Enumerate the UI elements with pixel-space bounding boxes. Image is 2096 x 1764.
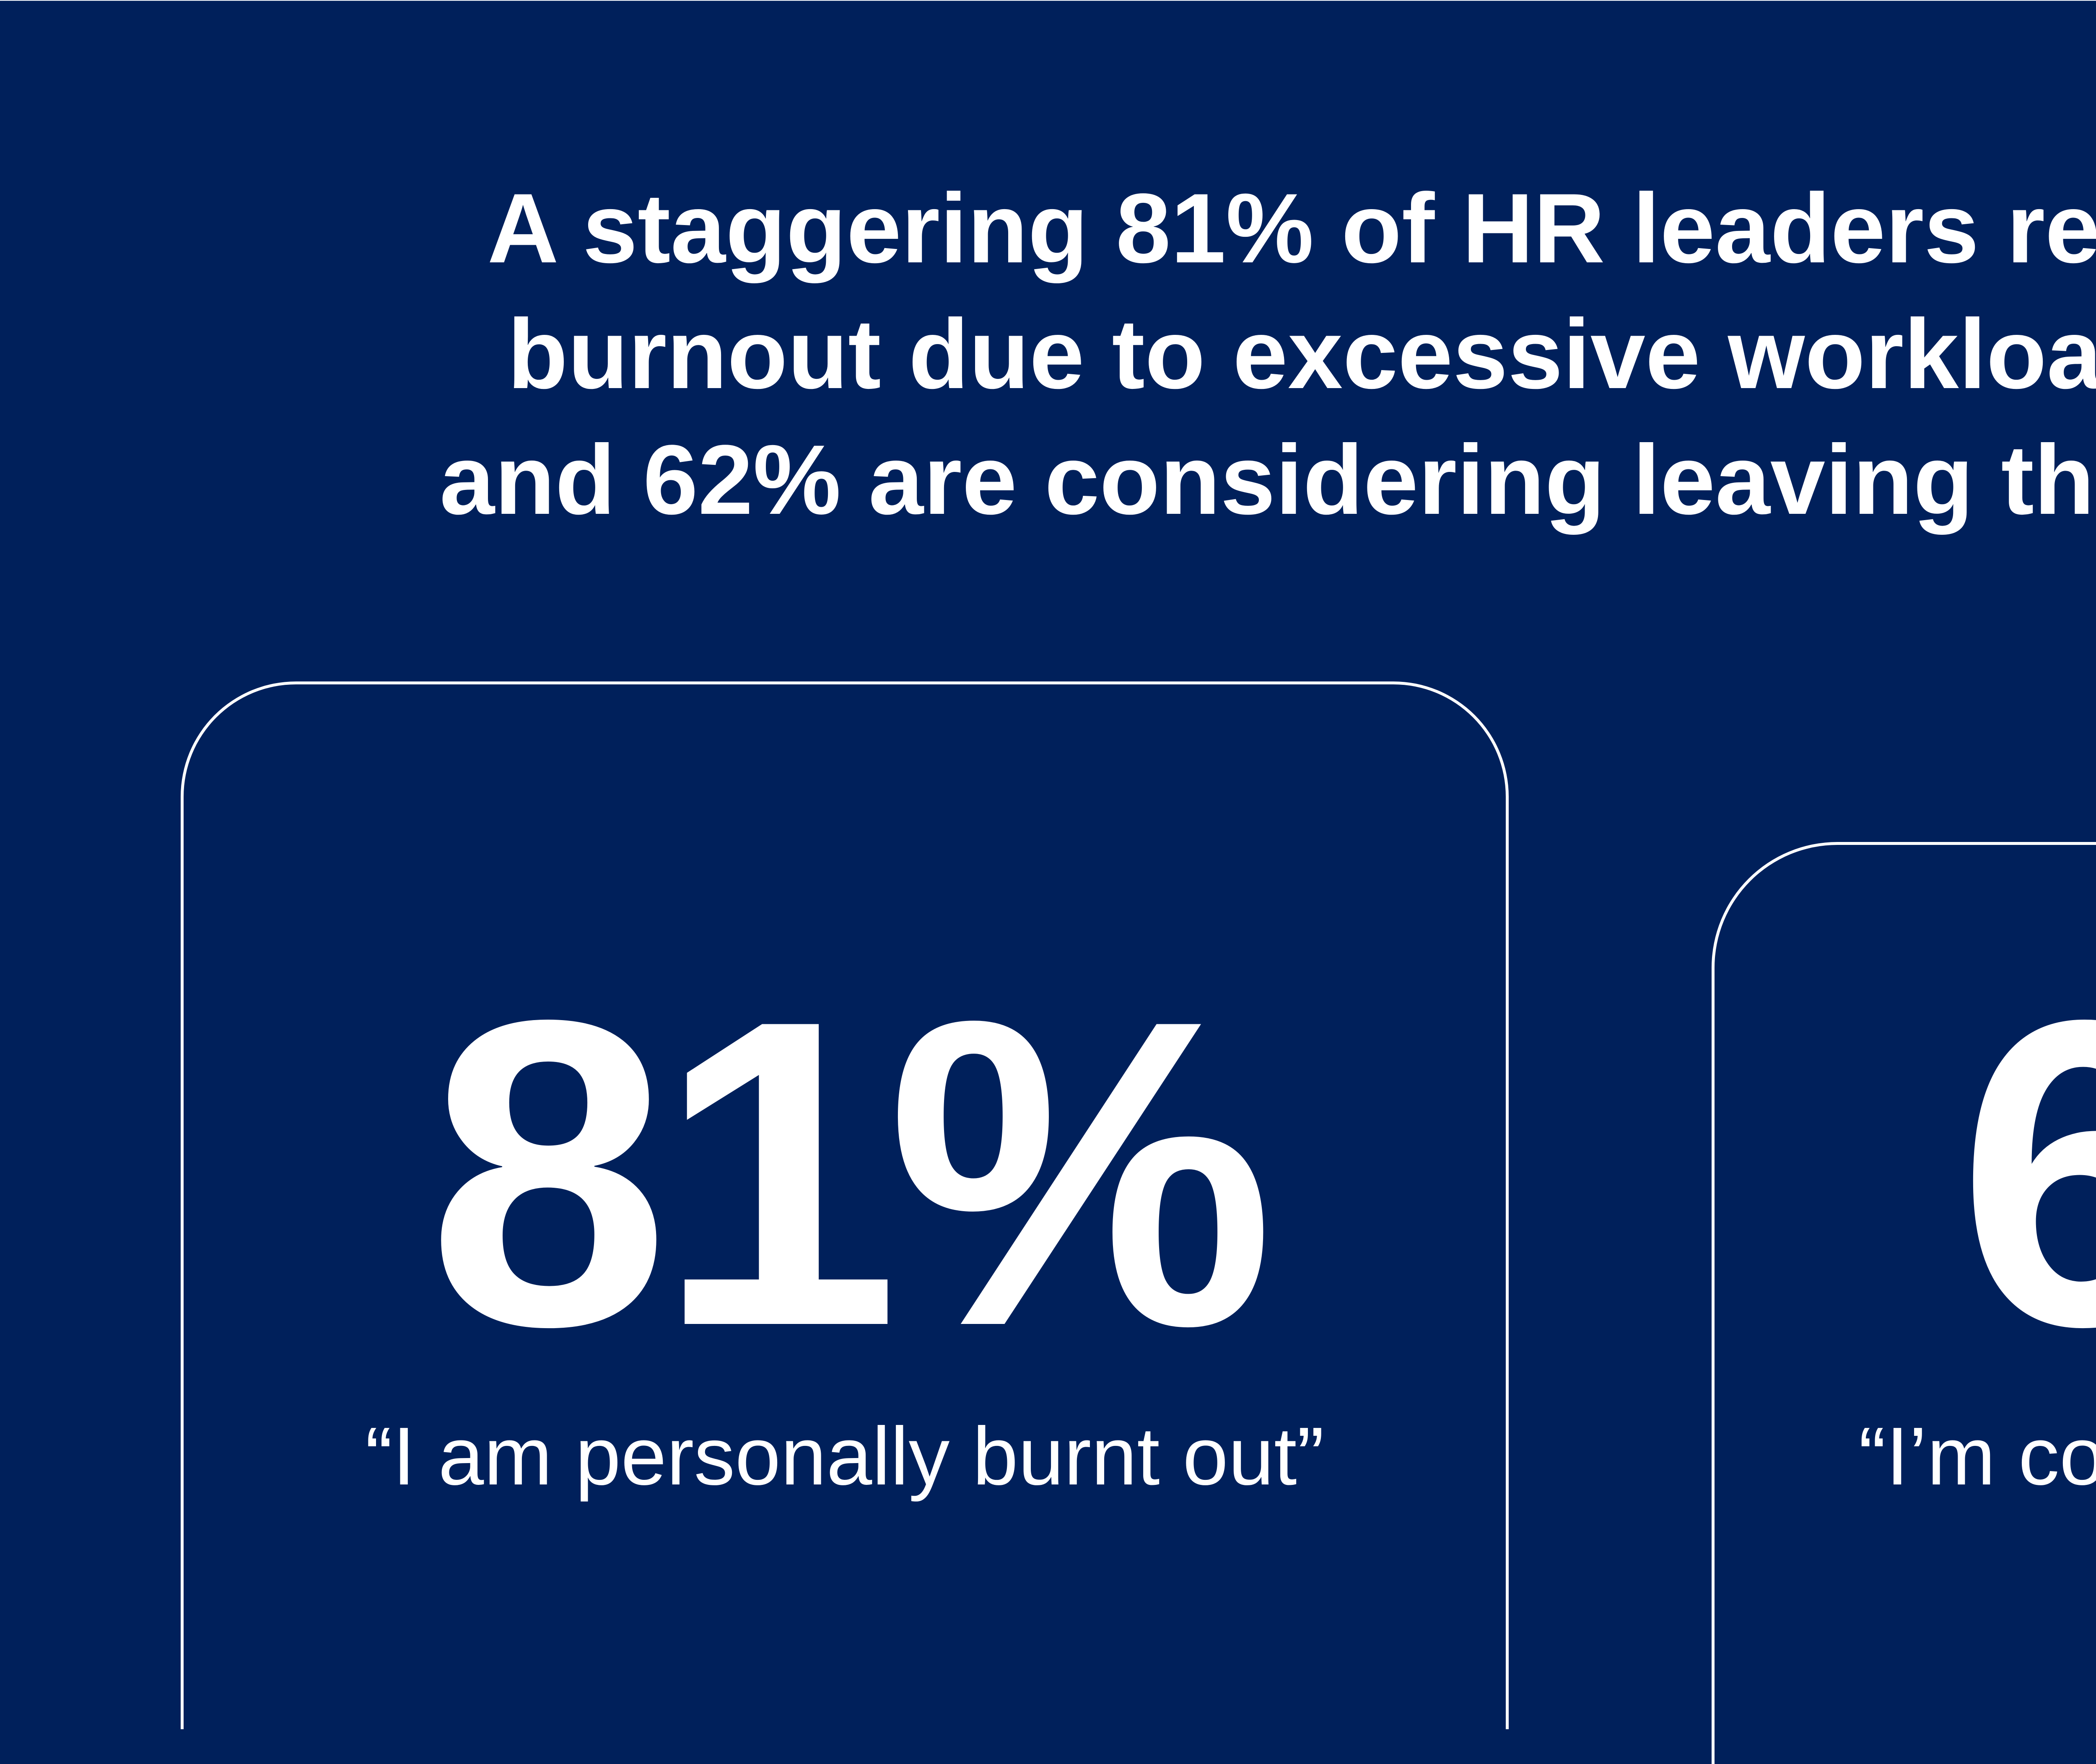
headline: A staggering 81% of HR leaders report pe… [0,166,2096,543]
headline-line-1: A staggering 81% of HR leaders report pe… [487,173,2096,284]
top-edge-line [0,0,2096,1]
stat-value-burnout: 81% [427,930,1275,1417]
stat-card-leaving [1712,842,2096,1764]
stat-label-leaving: “I’m considering leaving HR” [1858,1410,2096,1502]
headline-line-2: burnout due to excessive workload and st… [507,299,2096,409]
stat-card-burnout [181,681,1509,1729]
headline-line-3: and 62% are considering leaving the fiel… [439,425,2096,535]
stat-label-burnout: “I am personally burnt out” [365,1410,1324,1502]
stat-value-leaving: 62% [1957,930,2096,1417]
